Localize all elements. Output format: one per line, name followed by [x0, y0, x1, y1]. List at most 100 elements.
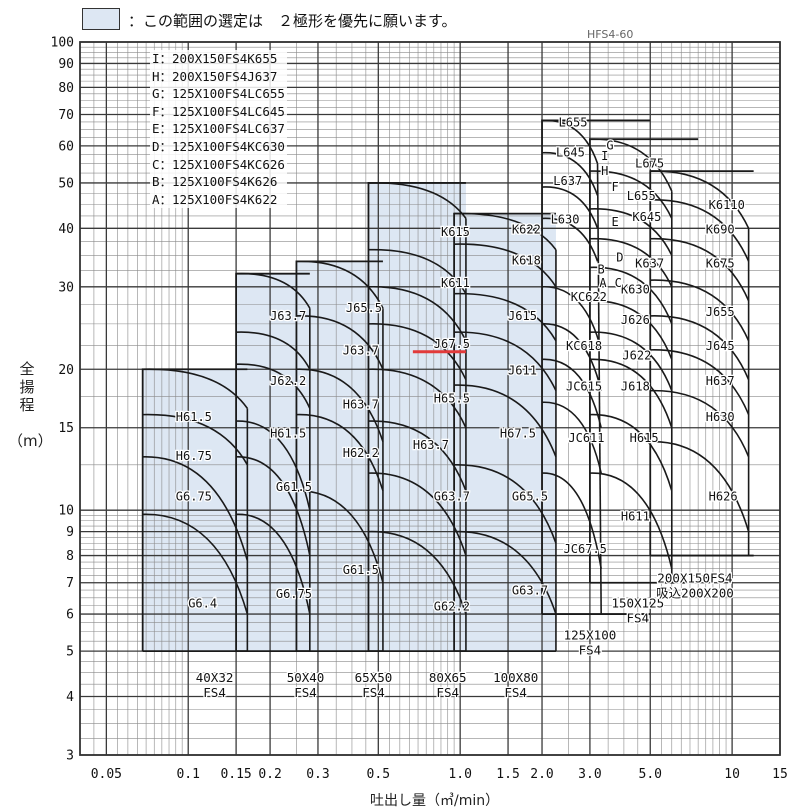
- region-name: 40X32: [196, 670, 234, 685]
- model-list-item: G：125X100FS4LC655: [152, 86, 285, 102]
- y-tick-label: 3: [66, 749, 74, 764]
- performance-curve: [589, 413, 673, 492]
- curve-label: G62.2: [434, 600, 470, 614]
- performance-curve: [368, 248, 467, 295]
- performance-curve: [454, 530, 557, 615]
- performance-curve: [589, 472, 673, 569]
- curve-label: G61.5: [343, 563, 379, 577]
- model-list-item: F：125X100FS4LC645: [152, 103, 285, 119]
- curve-label: H65.5: [434, 391, 470, 405]
- y-tick-label: 70: [58, 108, 74, 123]
- x-tick-label: 0.1: [176, 767, 199, 782]
- plot-border: [79, 41, 781, 756]
- region-name: 125X100: [564, 627, 617, 642]
- curve-labels: H61.5H6.75G6.75G6.440X32FS4J63.7J62.2H61…: [175, 114, 747, 701]
- performance-curve: [368, 182, 467, 219]
- curve-label: H61.5: [176, 410, 212, 424]
- performance-curve: [541, 217, 599, 262]
- performance-curve: [650, 237, 750, 302]
- performance-curve: [368, 323, 467, 381]
- region-name: 80X65: [429, 670, 467, 685]
- curve-label: J618: [621, 380, 650, 394]
- letter-marker: A: [599, 276, 607, 290]
- performance-curve: [142, 513, 249, 615]
- y-tick-label: 40: [58, 222, 74, 237]
- performance-curve: [368, 530, 467, 615]
- performance-curve: [142, 413, 249, 466]
- model-list-item: H：200X150FS4J637: [152, 68, 278, 84]
- letter-marker: F: [611, 180, 618, 194]
- curve-label: K618: [512, 253, 541, 267]
- x-tick-label: 0.2: [258, 767, 281, 782]
- curve-label: H611: [621, 510, 650, 524]
- performance-curve: [142, 456, 249, 561]
- curve-label: J62.2: [270, 374, 306, 388]
- reference-code: HFS4-60: [587, 28, 634, 41]
- curve-label: KC622: [571, 290, 607, 304]
- shaded-area: [368, 182, 466, 652]
- curve-label: L675: [635, 156, 664, 170]
- curve-label: G63.7: [434, 489, 470, 503]
- performance-curve: [296, 368, 384, 443]
- curve-label: J626: [621, 313, 650, 327]
- performance-curve: [454, 384, 557, 458]
- region-name: 65X50: [355, 670, 393, 685]
- curve-label: H63.7: [413, 438, 449, 452]
- region-name: FS4: [504, 685, 527, 700]
- letter-marker: G: [606, 138, 613, 152]
- letter-marker: C: [615, 276, 622, 290]
- region-name: 150X125: [611, 595, 664, 610]
- performance-curve: [589, 170, 673, 219]
- tick-labels: 0.05 0.1 0.15 0.2 0.3 0.5 1.0 1.5 2.0 3.0 5.0 10 15 3…: [51, 36, 788, 783]
- curve-label: JC67.5: [564, 542, 607, 556]
- performance-curve: [454, 212, 557, 251]
- region-name: FS4: [294, 685, 317, 700]
- region-name: 吸込200X200: [656, 586, 734, 601]
- performance-curve: [589, 237, 673, 288]
- curve-label: KC618: [566, 339, 602, 353]
- curve-label: JC611: [568, 431, 604, 445]
- x-tick-label: 3.0: [578, 767, 601, 782]
- performance-curve: [454, 331, 557, 392]
- curve-label: J622: [622, 348, 651, 362]
- y-tick-label: 7: [66, 576, 74, 591]
- curve-label: K615: [441, 225, 470, 239]
- shaded-areas: [142, 182, 556, 652]
- x-tick-label: 2.0: [530, 767, 553, 782]
- y-tick-label: 9: [66, 525, 74, 540]
- y-tick-label: 8: [66, 549, 74, 564]
- y-axis-label: 全揚程: [19, 360, 35, 414]
- performance-curve: [650, 349, 750, 415]
- performance-curve: [650, 440, 750, 532]
- performance-curve: [142, 368, 249, 409]
- curve-label: L655: [559, 115, 588, 129]
- model-list-item: E：125X100FS4LC637: [152, 121, 285, 137]
- y-tick-label: 15: [58, 421, 74, 436]
- performance-curve: [454, 243, 557, 288]
- performance-curve: [236, 513, 311, 615]
- performance-curve: [541, 286, 602, 351]
- performance-curve: [236, 456, 311, 556]
- y-tick-label: 30: [58, 280, 74, 295]
- performance-curve: [541, 119, 599, 164]
- y-axis-unit: （m）: [8, 432, 53, 450]
- performance-curve: [296, 413, 384, 492]
- curve-label: H67.5: [500, 426, 536, 440]
- y-tick-label: 6: [66, 608, 74, 623]
- curve-label: L630: [551, 212, 580, 226]
- y-tick-label: 10: [58, 504, 74, 519]
- legend-swatch: [82, 8, 120, 30]
- curve-label: G6.4: [188, 596, 217, 610]
- letter-marker: D: [616, 250, 623, 264]
- x-tick-label: 15: [772, 767, 788, 782]
- curve-label: J611: [508, 363, 537, 377]
- performance-curve: [296, 490, 384, 583]
- performance-curve: [589, 331, 673, 391]
- y-tick-label: 50: [58, 176, 74, 191]
- model-list-item: A：125X100FS4K622: [152, 191, 278, 207]
- curve-label: K675: [706, 256, 735, 270]
- curve-label: G6.75: [176, 489, 212, 503]
- performance-curve: [236, 363, 311, 409]
- curve-label: J615: [508, 309, 537, 323]
- performance-curve: [368, 368, 467, 429]
